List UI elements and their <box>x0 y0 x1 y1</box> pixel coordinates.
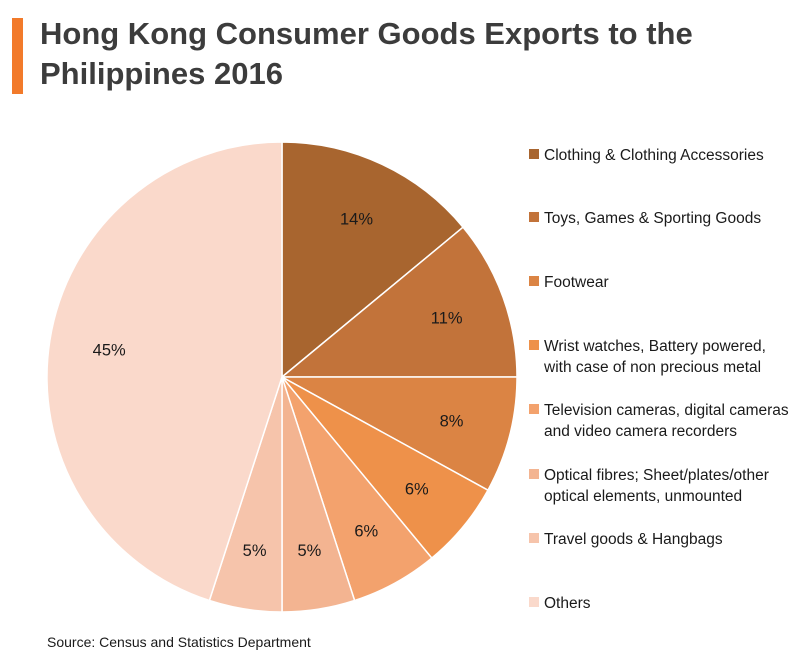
legend-label: Travel goods & Hangbags <box>544 531 723 548</box>
slice-data-label-1: 14% <box>340 211 373 229</box>
legend-swatch <box>529 212 539 222</box>
slice-data-label-3: 8% <box>440 413 464 431</box>
slice-data-label-5: 6% <box>354 522 378 540</box>
legend-label: Optical fibres; Sheet/plates/other optic… <box>544 467 769 505</box>
source-note: Source: Census and Statistics Department <box>47 634 311 650</box>
legend-swatch <box>529 533 539 543</box>
slice-data-label-4: 6% <box>405 481 429 499</box>
legend-label: Toys, Games & Sporting Goods <box>544 210 762 227</box>
legend-label: Clothing & Clothing Accessories <box>544 147 764 164</box>
legend-label: Footwear <box>544 274 609 291</box>
legend-label: Television cameras, digital cameras and … <box>544 402 789 440</box>
slice-data-label-6: 5% <box>297 542 321 560</box>
pie-slice-1 <box>281 141 465 379</box>
legend-swatch <box>529 149 539 159</box>
slice-data-label-2: 11% <box>431 310 463 328</box>
pie-slice-8 <box>46 141 283 602</box>
slice-data-label-8: 45% <box>93 342 126 360</box>
legend-swatch <box>529 597 539 607</box>
legend-swatch <box>529 469 539 479</box>
pie-slice-2 <box>279 226 518 378</box>
legend-swatch <box>529 340 539 350</box>
legend-label: Others <box>544 595 591 612</box>
chart-title: Hong Kong Consumer Goods Exports to the … <box>40 16 693 91</box>
legend-swatch <box>529 276 539 286</box>
legend-label: Wrist watches, Battery powered, with cas… <box>544 338 766 376</box>
title-accent-bar <box>12 18 23 94</box>
legend-swatch <box>529 404 539 414</box>
pie-slice-3 <box>281 376 518 492</box>
slice-data-label-7: 5% <box>243 542 267 560</box>
